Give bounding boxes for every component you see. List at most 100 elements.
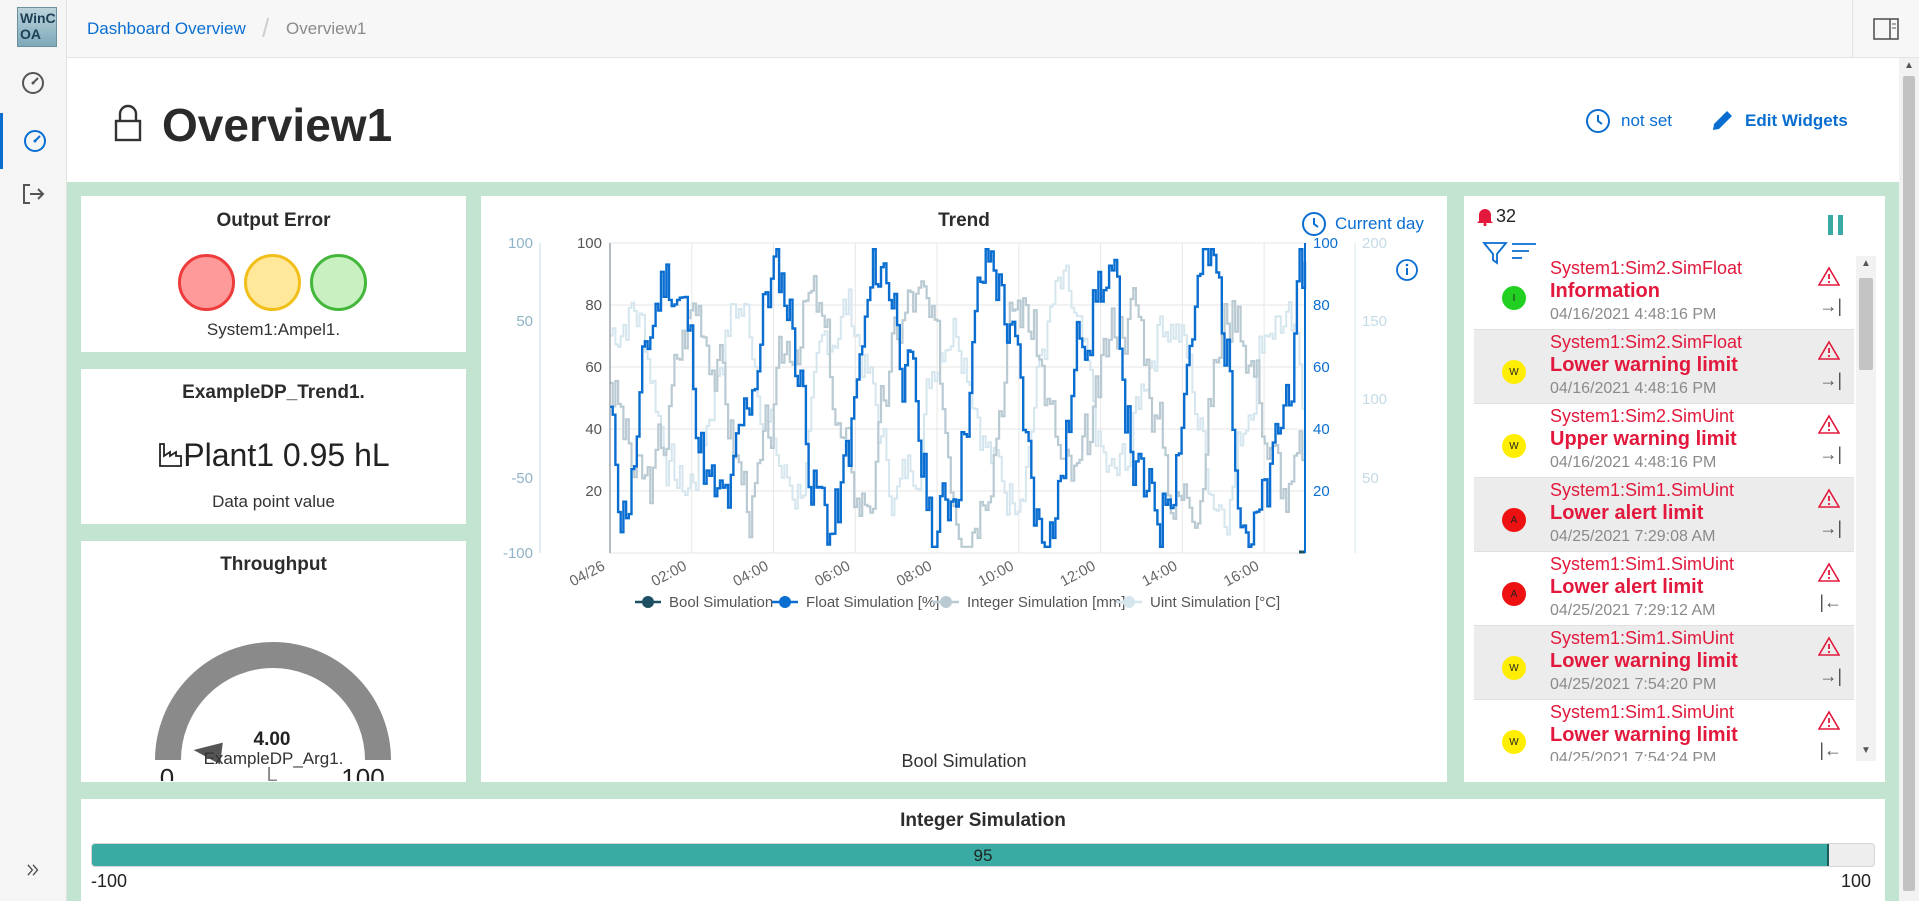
time-setting-button[interactable]: not set xyxy=(1585,108,1672,134)
throughput-gauge: 4.00 L 0 100 xyxy=(155,642,391,781)
right-inner-tick: 100 xyxy=(1313,235,1338,252)
alarm-widget[interactable]: 32 I System1:Sim2.SimFloat Information 04/1… xyxy=(1464,196,1885,782)
alarm-row[interactable]: W System1:Sim2.SimUint Upper warning limit… xyxy=(1474,404,1854,478)
dashboard-active-icon[interactable] xyxy=(0,113,66,169)
alarm-priority-badge: W xyxy=(1502,434,1526,458)
x-tick-label: 04:00 xyxy=(730,558,771,591)
integer-simulation-widget[interactable]: Integer Simulation 95 -100 100 xyxy=(81,799,1885,901)
alarm-scrollbar-thumb[interactable] xyxy=(1859,278,1873,370)
alarm-datapoint: System1:Sim1.SimUint xyxy=(1550,628,1735,648)
left-outer-tick: 100 xyxy=(508,235,533,252)
alarm-count: 32 xyxy=(1496,206,1517,226)
scroll-down-icon[interactable]: ▼ xyxy=(1861,745,1871,756)
plant-icon xyxy=(159,443,183,467)
progress-fill xyxy=(92,844,1830,866)
scroll-up-icon[interactable]: ▲ xyxy=(1904,60,1914,71)
warning-triangle-icon xyxy=(1818,562,1840,582)
alarm-text: Information xyxy=(1550,280,1660,302)
warning-triangle-icon xyxy=(1818,266,1840,286)
gauge-value: 4.00 xyxy=(254,729,291,750)
double-chevron-right-icon[interactable] xyxy=(0,850,66,890)
sort-icon[interactable] xyxy=(1510,240,1538,266)
datapoint-label: System1:Ampel1. xyxy=(206,320,341,339)
alarm-time: 04/16/2021 4:48:16 PM xyxy=(1550,306,1717,323)
right-outer-tick: 50 xyxy=(1362,470,1379,487)
warning-triangle-icon xyxy=(1818,636,1840,656)
right-outer-tick: 200 xyxy=(1362,235,1387,252)
alarm-datapoint: System1:Sim2.SimUint xyxy=(1550,406,1735,426)
right-inner-tick: 60 xyxy=(1313,359,1330,376)
alarm-row[interactable]: A System1:Sim1.SimUint Lower alert limit 04… xyxy=(1474,478,1854,552)
alarm-priority-badge: A xyxy=(1502,582,1526,606)
breadcrumb-root[interactable]: Dashboard Overview xyxy=(87,19,246,38)
traffic-light-yellow xyxy=(244,254,301,311)
alarm-direction-icon: →| xyxy=(1819,296,1842,316)
logout-icon[interactable] xyxy=(0,166,66,222)
alarm-priority-badge: A xyxy=(1502,508,1526,532)
filter-icon[interactable] xyxy=(1482,240,1508,266)
info-icon[interactable] xyxy=(1395,258,1419,282)
top-bar: Dashboard Overview / Overview1 xyxy=(67,0,1919,58)
legend-label: Integer Simulation [mm] xyxy=(967,594,1125,611)
x-tick-label: 12:00 xyxy=(1057,558,1098,591)
float-series xyxy=(610,248,1307,548)
trend-widget[interactable]: Trend Current day 04/26 02:00 04:00 06:00 08… xyxy=(481,196,1447,782)
side-panel-toggle-icon[interactable] xyxy=(1852,0,1919,58)
alarm-datapoint: System1:Sim1.SimUint xyxy=(1550,480,1735,500)
alarm-datapoint: System1:Sim2.SimFloat xyxy=(1550,332,1743,352)
alarm-direction-icon: →| xyxy=(1819,518,1842,538)
pause-icon[interactable] xyxy=(1826,213,1846,237)
alarm-text: Lower warning limit xyxy=(1550,724,1738,746)
alarm-list[interactable]: I System1:Sim2.SimFloat Information 04/16/2… xyxy=(1474,256,1854,761)
progress-min: -100 xyxy=(91,871,128,891)
alarm-text: Lower warning limit xyxy=(1550,354,1738,376)
page-scrollbar-thumb[interactable] xyxy=(1903,76,1915,891)
alarm-direction-icon: →| xyxy=(1819,370,1842,390)
edit-widgets-button[interactable]: Edit Widgets xyxy=(1709,108,1848,134)
alarm-scrollbar[interactable]: ▲ ▼ xyxy=(1856,256,1876,761)
left-inner-tick: 40 xyxy=(585,421,602,438)
time-range-button[interactable]: Current day xyxy=(1301,211,1424,237)
trend-xlabel: Bool Simulation xyxy=(901,751,1027,771)
throughput-widget[interactable]: Throughput 4.00 L 0 100 ExampleDP_Arg1. xyxy=(81,541,466,782)
alarm-time: 04/25/2021 7:54:20 PM xyxy=(1550,676,1717,693)
scroll-up-icon[interactable]: ▲ xyxy=(1861,258,1871,269)
alarm-row[interactable]: W System1:Sim2.SimFloat Lower warning limi… xyxy=(1474,330,1854,404)
gauge-max: 100 xyxy=(341,763,384,781)
alarm-row[interactable]: W System1:Sim1.SimUint Lower warning limit… xyxy=(1474,700,1854,761)
breadcrumb-separator: / xyxy=(262,13,270,43)
warning-triangle-icon xyxy=(1818,710,1840,730)
traffic-light-red xyxy=(178,254,235,311)
alarm-row[interactable]: A System1:Sim1.SimUint Lower alert limit 04… xyxy=(1474,552,1854,626)
clock-history-icon xyxy=(1302,212,1326,236)
lock-icon[interactable] xyxy=(113,104,143,142)
alarm-row[interactable]: W System1:Sim1.SimUint Lower warning limit… xyxy=(1474,626,1854,700)
alarm-row[interactable]: I System1:Sim2.SimFloat Information 04/16/2… xyxy=(1474,256,1854,330)
alarm-priority-badge: W xyxy=(1502,656,1526,680)
warning-triangle-icon xyxy=(1818,340,1840,360)
app-logo: WinCC OA xyxy=(17,7,57,47)
progress-value: 95 xyxy=(973,846,993,865)
right-outer-tick: 150 xyxy=(1362,313,1387,330)
progress-max: 100 xyxy=(1840,871,1871,891)
alarm-datapoint: System1:Sim1.SimUint xyxy=(1550,702,1735,722)
alarm-text: Lower alert limit xyxy=(1550,502,1704,524)
legend-label: Uint Simulation [°C] xyxy=(1150,594,1280,611)
alarm-text: Upper warning limit xyxy=(1550,428,1737,450)
traffic-light-green xyxy=(310,254,367,311)
alarm-time: 04/16/2021 4:48:16 PM xyxy=(1550,454,1717,471)
page-scrollbar[interactable]: ▲ xyxy=(1899,58,1919,901)
widget-title: Integer Simulation xyxy=(900,810,1066,831)
right-inner-tick: 80 xyxy=(1313,297,1330,314)
left-outer-tick: 50 xyxy=(516,313,533,330)
alarm-time: 04/16/2021 4:48:16 PM xyxy=(1550,380,1717,397)
warning-triangle-icon xyxy=(1818,488,1840,508)
x-tick-label: 02:00 xyxy=(649,558,690,591)
trend1-value-widget[interactable]: ExampleDP_Trend1. Plant1 0.95 hL Data po… xyxy=(81,369,466,524)
legend-marker xyxy=(940,596,952,608)
output-error-widget[interactable]: Output Error System1:Ampel1. xyxy=(81,196,466,352)
breadcrumb-current: Overview1 xyxy=(286,19,367,38)
dashboard-gauge-icon[interactable] xyxy=(0,55,66,111)
pencil-icon xyxy=(1713,111,1732,130)
left-inner-tick: 80 xyxy=(585,297,602,314)
